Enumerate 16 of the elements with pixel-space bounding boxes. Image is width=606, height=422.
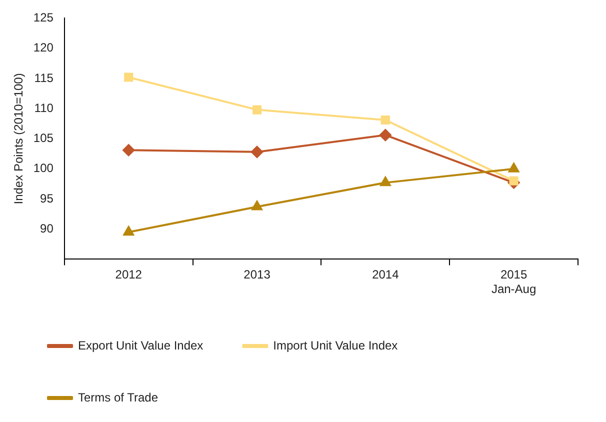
y-tick-label: 105 [33,131,54,146]
y-tick-label: 120 [33,40,54,55]
x-tick-label: 2015 Jan-Aug [491,268,536,296]
legend-label: Import Unit Value Index [273,338,398,352]
y-axis-title: Index Points (2010=100) [12,73,26,204]
x-tick-label: 2012 [115,268,142,282]
y-tick-label: 90 [40,221,54,236]
y-tick-label: 125 [33,10,54,25]
legend-label: Terms of Trade [78,390,158,404]
y-tick-label: 115 [34,70,54,85]
y-tick-label: 95 [40,191,54,206]
y-tick-label: 100 [33,161,54,176]
legend-label: Export Unit Value Index [78,338,204,352]
x-tick-label: 2014 [372,268,400,282]
x-tick-label: 2013 [244,268,271,282]
y-tick-label: 110 [34,100,54,115]
